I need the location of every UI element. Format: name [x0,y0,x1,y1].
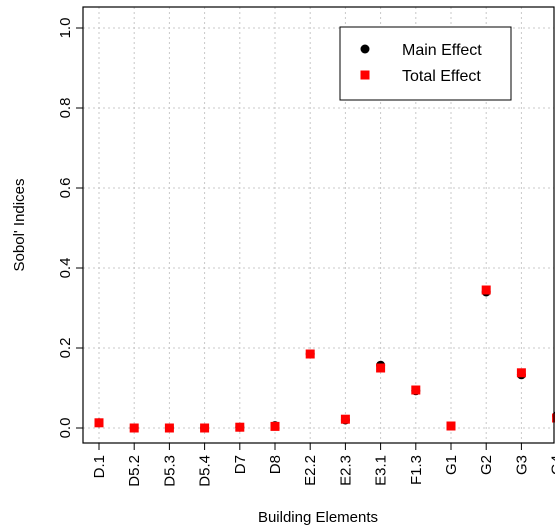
x-tick-label: G3 [513,455,530,475]
x-tick-label: G2 [478,455,495,475]
total-effect-point [235,422,245,432]
x-tick-label: E2.2 [302,455,319,486]
total-effect-point [376,363,386,373]
y-tick-label: 0.0 [57,418,74,439]
legend-box [339,26,512,101]
plot-frame [82,6,555,444]
total-effect-point [411,385,421,395]
y-tick-label: 0.6 [57,178,74,199]
total-effect-point [446,421,456,431]
x-axis-label: Building Elements [258,509,378,526]
total-effect-point [94,418,104,428]
x-axis: D.1 D5.2 D5.3 D5.4 D7 D8 E2.2 E2.3 E3.1 F1.3 G1 G2 G… [91,443,555,487]
legend-total-effect-label: Total Effect [402,68,481,85]
x-tick-label: F1.3 [408,455,425,485]
total-effect-point [200,423,210,433]
total-effect-point [270,421,280,431]
y-tick-label: 1.0 [57,18,74,39]
total-effect-point [340,414,350,424]
y-axis-label: Sobol' Indices [11,179,28,272]
x-tick-label: G4 [549,455,555,475]
total-effect-point [129,423,139,433]
x-tick-label: E2.3 [337,455,354,486]
x-tick-label: D7 [232,455,249,474]
x-tick-label: D.1 [91,455,108,478]
x-tick-label: D8 [267,455,284,474]
x-tick-label: D5.4 [197,455,214,487]
x-tick-label: D5.2 [126,455,143,487]
data-points [94,285,555,433]
y-tick-label: 0.8 [57,98,74,119]
y-axis: 0.0 0.2 0.4 0.6 0.8 1.0 [57,18,83,439]
legend: Main Effect Total Effect [339,26,512,101]
total-effect-point [516,368,526,378]
y-tick-label: 0.4 [57,258,74,279]
y-tick-label: 0.2 [57,338,74,359]
legend-total-effect-marker [360,70,370,80]
total-effect-point [481,285,491,295]
x-tick-label: D5.3 [161,455,178,487]
total-effect-point [305,349,315,359]
x-tick-label: G1 [443,455,460,475]
legend-main-effect-marker [360,44,370,54]
total-effect-point [164,423,174,433]
grid-lines [83,7,554,443]
x-tick-label: E3.1 [373,455,390,486]
legend-main-effect-label: Main Effect [402,42,482,59]
